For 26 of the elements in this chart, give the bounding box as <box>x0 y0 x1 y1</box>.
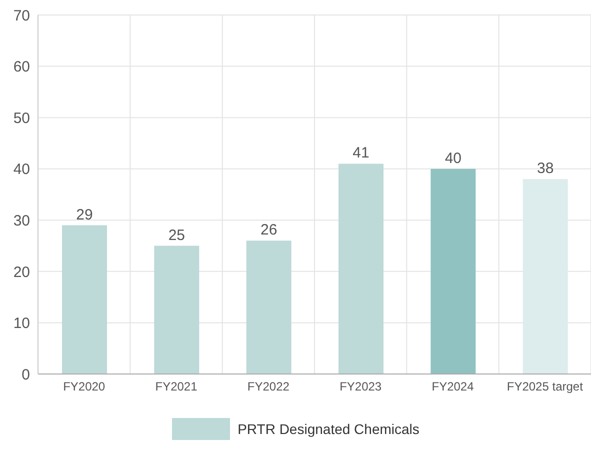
x-tick-label: FY2023 <box>340 380 382 394</box>
y-tick-label: 10 <box>13 315 30 332</box>
y-tick-label: 60 <box>13 58 30 76</box>
bar <box>430 168 476 374</box>
data-label: 29 <box>76 206 93 224</box>
y-tick-label: 50 <box>13 110 30 127</box>
x-tick-label: FY2021 <box>155 380 198 394</box>
data-label: 26 <box>260 222 278 239</box>
data-label: 25 <box>168 226 186 244</box>
x-tick-label: FY2020 <box>63 380 106 394</box>
legend-label: PRTR Designated Chemicals <box>238 421 420 437</box>
bar <box>62 225 107 374</box>
y-tick-label: 70 <box>13 7 30 24</box>
y-tick-label: 20 <box>13 264 30 281</box>
x-tick-label: FY2024 <box>432 380 474 394</box>
x-tick-label: FY2025 target <box>506 380 584 394</box>
y-tick-label: 40 <box>13 161 30 178</box>
bar <box>154 246 200 374</box>
bar <box>246 240 292 374</box>
data-label: 38 <box>536 160 554 178</box>
bar <box>338 164 384 374</box>
data-label: 40 <box>444 150 462 167</box>
y-tick-label: 0 <box>22 366 30 384</box>
y-tick-label: 30 <box>13 212 30 230</box>
data-label: 41 <box>352 144 370 162</box>
x-tick-label: FY2022 <box>247 380 290 394</box>
